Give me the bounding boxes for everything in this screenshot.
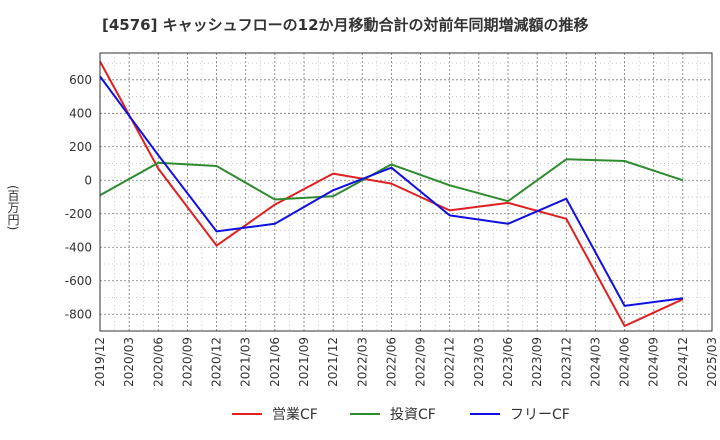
legend-label: 営業CF — [272, 407, 318, 423]
y-axis-label: (百万円) — [6, 185, 20, 231]
legend-swatch — [470, 413, 500, 415]
x-tick-label: 2020/06 — [151, 337, 165, 387]
x-tick-label: 2024/12 — [676, 337, 690, 387]
x-tick-label: 2019/12 — [93, 337, 107, 387]
y-tick-label: -400 — [65, 240, 92, 254]
x-tick-label: 2023/12 — [559, 337, 573, 387]
legend-label: フリーCF — [510, 407, 570, 423]
x-tick-label: 2022/03 — [355, 337, 369, 387]
x-tick-label: 2021/12 — [326, 337, 340, 387]
series-lines — [99, 60, 684, 327]
x-tick-label: 2023/03 — [472, 337, 486, 387]
legend-label: 投資CF — [390, 407, 436, 423]
y-tick-label: 600 — [69, 73, 92, 87]
x-tick-label: 2022/09 — [414, 337, 428, 387]
x-tick-label: 2021/03 — [239, 337, 253, 387]
plot-frame — [99, 52, 713, 332]
x-tick-label: 2020/12 — [210, 337, 224, 387]
legend-item: フリーCF — [470, 404, 570, 424]
series-line — [99, 75, 684, 307]
legend-swatch — [232, 413, 262, 415]
x-tick-labels: 2019/12 2020/03 2020/06 2020/09 2020/12 2021/… — [93, 337, 719, 387]
x-tick-label: 2023/09 — [530, 337, 544, 387]
legend-swatch — [350, 413, 380, 415]
y-tick-label: -800 — [65, 307, 92, 321]
x-tick-label: 2024/06 — [618, 337, 632, 387]
legend-item: 投資CF — [350, 404, 436, 424]
y-tick-labels: 600 400 200 0 -200 -400 -600 -800 — [65, 73, 92, 321]
series-line — [99, 60, 684, 327]
y-tick-label: -600 — [65, 274, 92, 288]
x-tick-label: 2020/09 — [180, 337, 194, 387]
chart-title: [4576] キャッシュフローの12か月移動合計の対前年同期増減額の推移 — [102, 16, 589, 34]
x-tick-label: 2022/06 — [384, 337, 398, 387]
x-tick-label: 2022/12 — [443, 337, 457, 387]
x-tick-label: 2024/03 — [588, 337, 602, 387]
x-tick-label: 2021/06 — [268, 337, 282, 387]
x-tick-label: 2025/03 — [705, 337, 719, 387]
x-tick-label: 2024/09 — [647, 337, 661, 387]
y-tick-label: -200 — [65, 207, 92, 221]
y-tick-label: 200 — [69, 140, 92, 154]
x-tick-label: 2021/09 — [297, 337, 311, 387]
y-tick-label: 0 — [84, 173, 92, 187]
series-line — [99, 158, 684, 203]
x-tick-label: 2020/03 — [122, 337, 136, 387]
legend: 営業CF 投資CF フリーCF — [0, 404, 720, 428]
y-tick-label: 400 — [69, 106, 92, 120]
legend-item: 営業CF — [232, 404, 318, 424]
grid-lines — [99, 53, 713, 331]
x-tick-label: 2023/06 — [501, 337, 515, 387]
